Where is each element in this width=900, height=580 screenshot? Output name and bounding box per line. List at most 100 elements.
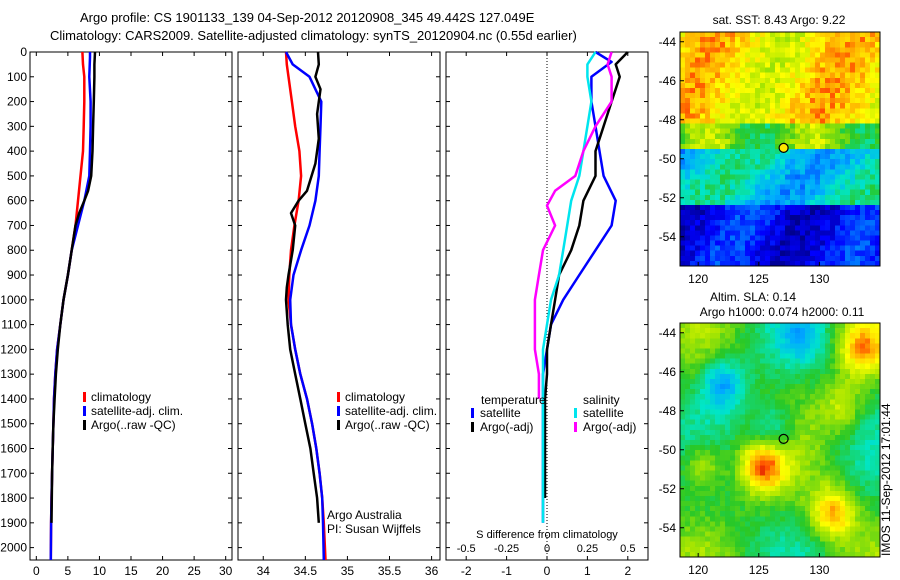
map-cell [820, 358, 826, 365]
map-cell [715, 42, 721, 48]
map-cell [850, 47, 856, 53]
map-cell [710, 133, 716, 140]
map-cell [840, 424, 846, 431]
map-cell [685, 460, 691, 467]
map-cell [770, 363, 776, 370]
map-cell [680, 133, 686, 140]
map-cell [735, 470, 741, 477]
map-cell [875, 82, 881, 89]
map-cell [760, 338, 766, 344]
map-cell [875, 328, 881, 334]
map-cell [700, 506, 706, 512]
map-cell [830, 465, 836, 472]
map-cell [855, 434, 861, 441]
map-cell [735, 516, 741, 522]
map-cell [790, 143, 796, 150]
map-cell [855, 42, 861, 48]
map-cell [815, 551, 821, 558]
map-cell [690, 240, 696, 247]
map-cell [775, 338, 781, 344]
map-cell [805, 37, 811, 43]
map-cell [725, 250, 731, 257]
map-cell [865, 72, 871, 79]
map-cell [815, 138, 821, 145]
map-cell [815, 123, 821, 130]
map-cell [700, 424, 706, 431]
map-cell [765, 358, 771, 365]
map-cell [855, 348, 861, 355]
map-cell [695, 133, 701, 140]
map-cell [725, 138, 731, 145]
map-cell [725, 501, 731, 507]
map-cell [770, 536, 776, 543]
map-cell [695, 245, 701, 252]
map-cell [875, 215, 881, 221]
map-cell [820, 67, 826, 74]
map-cell [710, 419, 716, 426]
map-cell [810, 154, 816, 160]
map-cell [865, 450, 871, 456]
map-cell [785, 159, 791, 165]
map-cell [720, 445, 726, 451]
map-cell [855, 511, 861, 517]
map-cell [775, 480, 781, 487]
map-cell [845, 323, 851, 329]
map-cell [820, 409, 826, 416]
map-cell [680, 328, 686, 334]
map-cell [735, 77, 741, 84]
map-cell [790, 526, 796, 533]
map-cell [775, 363, 781, 370]
map-cell [805, 541, 811, 548]
map-cell [695, 225, 701, 231]
map-cell [835, 465, 841, 472]
map-cell [840, 521, 846, 528]
map-cell [730, 93, 736, 99]
map-cell [785, 37, 791, 43]
map-cell [875, 154, 881, 160]
map-cell [735, 72, 741, 79]
map-cell [700, 521, 706, 528]
map-cell [785, 169, 791, 176]
map-cell [815, 495, 821, 502]
map-cell [760, 123, 766, 130]
map-cell [680, 123, 686, 130]
map-cell [835, 260, 841, 267]
map-cell [720, 495, 726, 502]
map-cell [725, 143, 731, 150]
map-cell [830, 343, 836, 350]
map-cell [865, 521, 871, 528]
map-cell [815, 108, 821, 114]
map-cell [800, 531, 806, 538]
map-cell [750, 465, 756, 472]
map-cell [875, 255, 881, 262]
map-cell [815, 485, 821, 492]
map-cell [860, 138, 866, 145]
map-cell [685, 108, 691, 114]
map-cell [715, 143, 721, 150]
map-cell [845, 465, 851, 472]
map-cell [865, 348, 871, 355]
map-cell [840, 378, 846, 385]
map-cell [775, 343, 781, 350]
map-cell [840, 409, 846, 416]
legend-label: satellite [480, 406, 521, 420]
map-cell [815, 245, 821, 252]
map-cell [790, 93, 796, 99]
map-cell [725, 358, 731, 365]
map-cell [775, 485, 781, 492]
map-cell [860, 52, 866, 59]
map-cell [680, 323, 686, 329]
map-cell [795, 169, 801, 176]
map-cell [840, 67, 846, 74]
map-cell [790, 72, 796, 79]
map-cell [840, 333, 846, 339]
map-cell [795, 204, 801, 211]
map-cell [695, 516, 701, 522]
map-cell [790, 194, 796, 201]
map-cell [735, 47, 741, 53]
legend-title: temperature [481, 393, 546, 407]
map-cell [685, 123, 691, 130]
map-cell [800, 485, 806, 492]
map-cell [760, 465, 766, 472]
map-cell [830, 169, 836, 176]
